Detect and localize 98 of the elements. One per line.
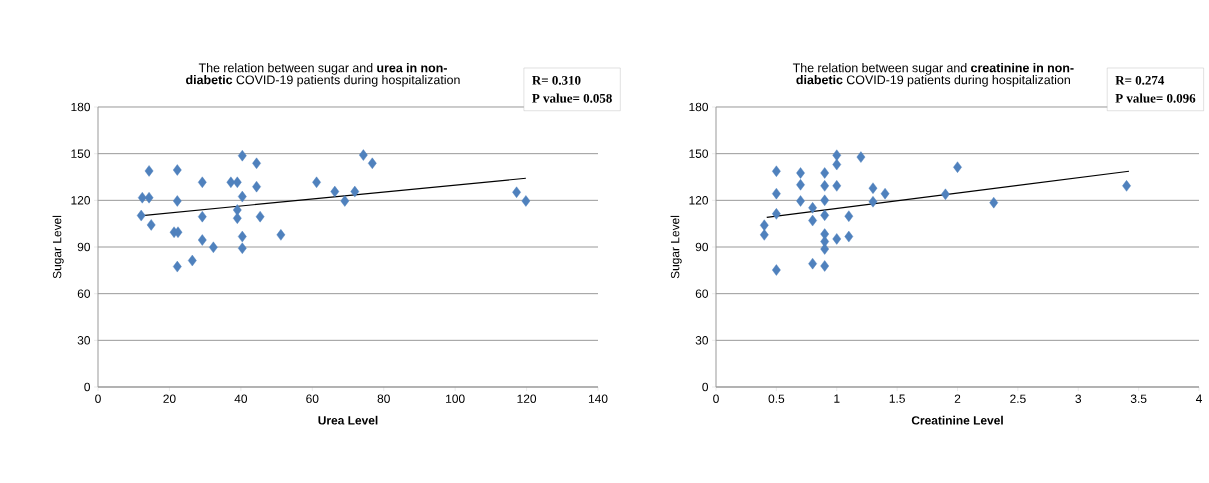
point <box>144 191 154 204</box>
point <box>237 242 247 254</box>
x-tick-label: 0 <box>713 394 719 403</box>
y-axis-title: Sugar Level <box>670 215 682 279</box>
point <box>172 260 182 273</box>
x-tick-label: 1.5 <box>889 394 905 403</box>
point <box>367 157 377 170</box>
x-tick-label: 120 <box>517 394 537 403</box>
point <box>953 161 962 173</box>
point <box>136 209 146 222</box>
x-axis-title: Urea Level <box>318 415 378 425</box>
text: P value= 0.058 <box>532 93 612 103</box>
x-axis-title: Creatinine Level <box>911 415 1003 425</box>
point <box>820 167 830 179</box>
text: R= 0.310 <box>532 76 581 85</box>
point <box>820 180 830 192</box>
point <box>146 219 156 231</box>
y-tick-label: 60 <box>695 289 709 298</box>
x-tick-label: 20 <box>163 394 176 403</box>
point <box>796 167 805 179</box>
point <box>989 196 999 209</box>
point <box>237 190 247 203</box>
point <box>197 176 207 188</box>
point <box>772 264 781 276</box>
chart-title: The relation between sugar and urea in non-diabetic COVID-19 patients during hospitalization <box>186 63 460 87</box>
point <box>232 212 242 224</box>
point <box>772 208 781 220</box>
point <box>359 149 368 161</box>
point <box>759 219 769 231</box>
x-tick-label: 0.5 <box>768 394 785 403</box>
x-tick-label: 2 <box>954 394 961 403</box>
point <box>820 194 830 207</box>
point <box>941 188 950 200</box>
point <box>226 176 236 188</box>
point <box>276 229 286 241</box>
y-tick-label: 0 <box>84 382 91 392</box>
point <box>832 158 842 171</box>
point <box>808 202 817 214</box>
point <box>312 176 321 188</box>
point <box>237 230 247 243</box>
y-tick-label: 60 <box>77 289 91 298</box>
y-tick-label: 150 <box>71 149 91 158</box>
text: P value= 0.096 <box>1115 93 1196 103</box>
y-tick-label: 0 <box>702 382 709 392</box>
point <box>197 210 207 223</box>
point <box>832 149 842 161</box>
point <box>844 210 854 222</box>
point <box>868 182 878 194</box>
x-tick-label: 4 <box>1195 394 1202 403</box>
x-tick-label: 3 <box>1075 394 1082 403</box>
x-tick-label: 60 <box>306 394 319 403</box>
x-tick-label: 140 <box>588 394 608 403</box>
point <box>772 165 781 177</box>
point <box>237 149 247 162</box>
point <box>832 180 842 192</box>
point <box>820 209 830 221</box>
point <box>820 260 830 272</box>
x-tick-label: 100 <box>446 394 465 403</box>
y-tick-label: 90 <box>695 242 709 252</box>
y-tick-label: 120 <box>71 196 91 205</box>
point <box>330 185 340 198</box>
point <box>1122 180 1131 192</box>
x-tick-label: 2.5 <box>1010 394 1026 403</box>
point <box>172 164 182 176</box>
x-tick-label: 40 <box>234 394 248 403</box>
x-tick-label: 3.5 <box>1130 394 1147 403</box>
point <box>512 186 521 198</box>
point <box>521 195 531 207</box>
x-tick-label: 0 <box>95 394 101 403</box>
text: R= 0.274 <box>1115 76 1165 85</box>
point <box>880 187 890 200</box>
point <box>796 179 805 191</box>
point <box>844 230 854 243</box>
y-tick-label: 90 <box>77 242 91 252</box>
x-tick-label: 1 <box>834 394 840 403</box>
point <box>232 204 242 216</box>
y-tick-label: 150 <box>689 149 709 158</box>
y-axis-title: Sugar Level <box>52 215 64 279</box>
point <box>172 195 182 207</box>
point <box>187 254 197 267</box>
point <box>255 210 265 223</box>
y-tick-label: 30 <box>695 336 709 345</box>
point <box>350 185 360 198</box>
point <box>832 233 842 245</box>
y-tick-label: 180 <box>689 102 709 112</box>
point <box>856 151 866 163</box>
y-tick-label: 120 <box>689 196 709 205</box>
point <box>759 229 769 241</box>
y-tick-label: 30 <box>77 336 91 345</box>
point <box>796 195 805 207</box>
point <box>144 165 154 177</box>
point <box>868 196 878 208</box>
chart-title: The relation between sugar and creatinine in non-diabetic COVID-19 patients during hospitalization <box>792 63 1074 87</box>
point <box>197 234 207 246</box>
x-tick-label: 80 <box>377 394 390 403</box>
point <box>137 191 147 204</box>
point <box>340 195 350 207</box>
y-tick-label: 180 <box>71 102 91 112</box>
